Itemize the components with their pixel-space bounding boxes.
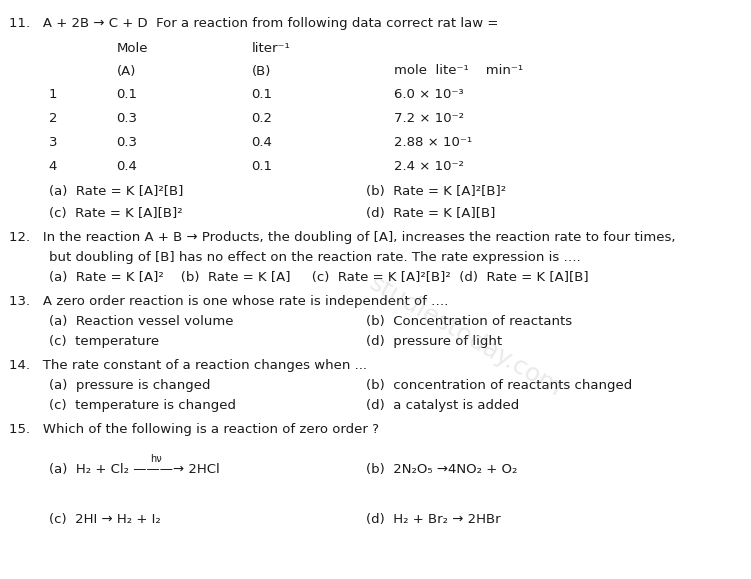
Text: (d)  Rate = K [A][B]: (d) Rate = K [A][B] [366, 207, 496, 219]
Text: 0.4: 0.4 [252, 137, 273, 149]
Text: (b)  concentration of reactants changed: (b) concentration of reactants changed [366, 379, 633, 391]
Text: 11.   A + 2B → C + D  For a reaction from following data correct rat law =: 11. A + 2B → C + D For a reaction from f… [9, 16, 499, 30]
Text: 0.2: 0.2 [252, 112, 273, 126]
Text: 15.   Which of the following is a reaction of zero order ?: 15. Which of the following is a reaction… [9, 423, 379, 435]
Text: 2: 2 [49, 112, 57, 126]
Text: (d)  a catalyst is added: (d) a catalyst is added [366, 398, 520, 412]
Text: (c)  temperature is changed: (c) temperature is changed [49, 398, 236, 412]
Text: (a)  Reaction vessel volume: (a) Reaction vessel volume [49, 314, 234, 328]
Text: (b)  2N₂O₅ →4NO₂ + O₂: (b) 2N₂O₅ →4NO₂ + O₂ [366, 463, 518, 475]
Text: 6.0 × 10⁻³: 6.0 × 10⁻³ [394, 89, 464, 101]
Text: (b)  Rate = K [A]²[B]²: (b) Rate = K [A]²[B]² [366, 185, 507, 197]
Text: (c)  temperature: (c) temperature [49, 335, 159, 347]
Text: 3: 3 [49, 137, 57, 149]
Text: 0.1: 0.1 [252, 160, 273, 174]
Text: 0.4: 0.4 [116, 160, 137, 174]
Text: (a)  H₂ + Cl₂ ———→ 2HCl: (a) H₂ + Cl₂ ———→ 2HCl [49, 463, 219, 475]
Text: (a)  pressure is changed: (a) pressure is changed [49, 379, 210, 391]
Text: (c)  Rate = K [A][B]²: (c) Rate = K [A][B]² [49, 207, 182, 219]
Text: 0.3: 0.3 [116, 137, 137, 149]
Text: 2.88 × 10⁻¹: 2.88 × 10⁻¹ [394, 137, 472, 149]
Text: 1: 1 [49, 89, 57, 101]
Text: hν: hν [150, 454, 162, 464]
Text: (d)  H₂ + Br₂ → 2HBr: (d) H₂ + Br₂ → 2HBr [366, 512, 501, 526]
Text: (a)  Rate = K [A]²    (b)  Rate = K [A]     (c)  Rate = K [A]²[B]²  (d)  Rate = : (a) Rate = K [A]² (b) Rate = K [A] (c) R… [49, 270, 589, 284]
Text: (A): (A) [116, 64, 136, 78]
Text: 4: 4 [49, 160, 57, 174]
Text: liter⁻¹: liter⁻¹ [252, 42, 291, 56]
Text: 0.1: 0.1 [116, 89, 137, 101]
Text: (b)  Concentration of reactants: (b) Concentration of reactants [366, 314, 572, 328]
Text: mole  lite⁻¹    min⁻¹: mole lite⁻¹ min⁻¹ [394, 64, 523, 78]
Text: 12.   In the reaction A + B → Products, the doubling of [A], increases the react: 12. In the reaction A + B → Products, th… [9, 230, 675, 244]
Text: 2.4 × 10⁻²: 2.4 × 10⁻² [394, 160, 464, 174]
Text: 14.   The rate constant of a reaction changes when ...: 14. The rate constant of a reaction chan… [9, 358, 367, 372]
Text: studiestoday.com: studiestoday.com [365, 271, 566, 401]
Text: but doubling of [B] has no effect on the reaction rate. The rate expression is …: but doubling of [B] has no effect on the… [49, 251, 581, 263]
Text: (a)  Rate = K [A]²[B]: (a) Rate = K [A]²[B] [49, 185, 183, 197]
Text: (d)  pressure of light: (d) pressure of light [366, 335, 502, 347]
Text: (c)  2HI → H₂ + I₂: (c) 2HI → H₂ + I₂ [49, 512, 161, 526]
Text: 13.   A zero order reaction is one whose rate is independent of ….: 13. A zero order reaction is one whose r… [9, 295, 448, 307]
Text: 7.2 × 10⁻²: 7.2 × 10⁻² [394, 112, 464, 126]
Text: Mole: Mole [116, 42, 148, 56]
Text: (B): (B) [252, 64, 271, 78]
Text: 0.1: 0.1 [252, 89, 273, 101]
Text: 0.3: 0.3 [116, 112, 137, 126]
